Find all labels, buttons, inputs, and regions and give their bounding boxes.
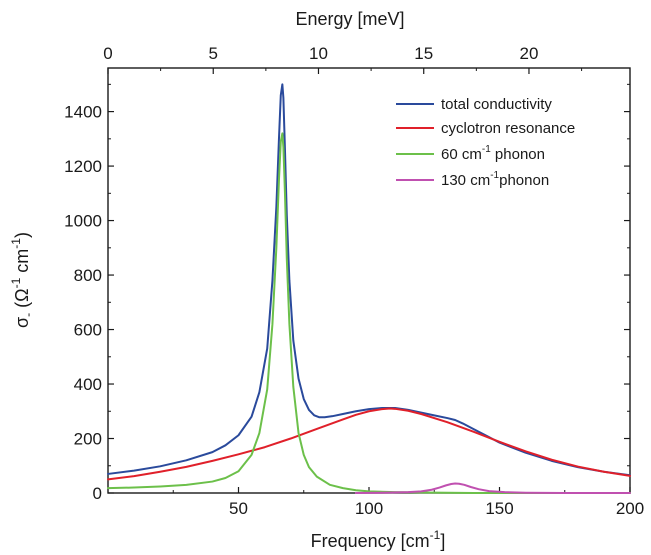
legend-130-rest: phonon	[499, 172, 549, 189]
y-axis-title-sup1: -1	[9, 277, 23, 288]
legend-60-main: 60 cm	[441, 146, 482, 163]
x-tick-label: 150	[485, 499, 513, 518]
top-axis-title: Energy [meV]	[295, 9, 404, 29]
y-tick-label: 1400	[64, 103, 102, 122]
series-60-phonon	[107, 132, 631, 494]
legend-label-60-phonon: 60 cm-1 phonon	[441, 144, 545, 163]
top-tick-label: 20	[520, 44, 539, 63]
y-axis-title-mid: cm	[12, 249, 32, 278]
top-tick-label: 5	[209, 44, 218, 63]
series-layer	[107, 83, 631, 494]
x-tick-label: 200	[616, 499, 644, 518]
legend-130-sup: -1	[490, 170, 499, 181]
x-axis-title-sup: -1	[430, 528, 441, 542]
x-axis-title: Frequency [cm-1]	[311, 528, 446, 551]
top-tick-label: 15	[414, 44, 433, 63]
legend-60-rest: phonon	[491, 146, 545, 163]
series-130-phonon	[354, 482, 631, 494]
y-axis-title: σ- (Ω-1 cm-1)	[9, 232, 35, 328]
legend-130-main: 130 cm	[441, 172, 490, 189]
x-axis-title-suffix: ]	[440, 531, 445, 551]
x-tick-label: 100	[355, 499, 383, 518]
y-axis-title-open: (Ω	[12, 288, 32, 312]
y-tick-label: 1000	[64, 212, 102, 231]
x-tick-label: 50	[229, 499, 248, 518]
y-tick-label: 0	[93, 484, 102, 503]
legend-label-total: total conductivity	[441, 96, 552, 113]
legend: total conductivity cyclotron resonance 6…	[396, 96, 575, 189]
series-total-conductivity	[107, 83, 631, 477]
y-axis-title-main: σ	[12, 317, 32, 328]
legend-label-cyclotron: cyclotron resonance	[441, 120, 575, 137]
legend-label-130-phonon: 130 cm-1phonon	[441, 170, 549, 189]
top-tick-label: 0	[103, 44, 112, 63]
y-tick-label: 1200	[64, 157, 102, 176]
y-tick-label: 600	[74, 321, 102, 340]
y-axis-title-sub: -	[21, 313, 35, 317]
y-axis-title-close: )	[12, 232, 32, 238]
series-cyclotron-resonance	[107, 407, 631, 481]
y-tick-label: 200	[74, 430, 102, 449]
top-tick-label: 10	[309, 44, 328, 63]
y-tick-label: 400	[74, 375, 102, 394]
y-axis-title-sup2: -1	[9, 238, 23, 249]
legend-60-sup: -1	[482, 144, 491, 155]
x-axis-title-main: Frequency [cm	[311, 531, 430, 551]
y-tick-label: 800	[74, 266, 102, 285]
axis-ticks: 50 100 150 200 0 200 400 600 800 1000 1200 1400 0 5 10…	[64, 44, 644, 518]
